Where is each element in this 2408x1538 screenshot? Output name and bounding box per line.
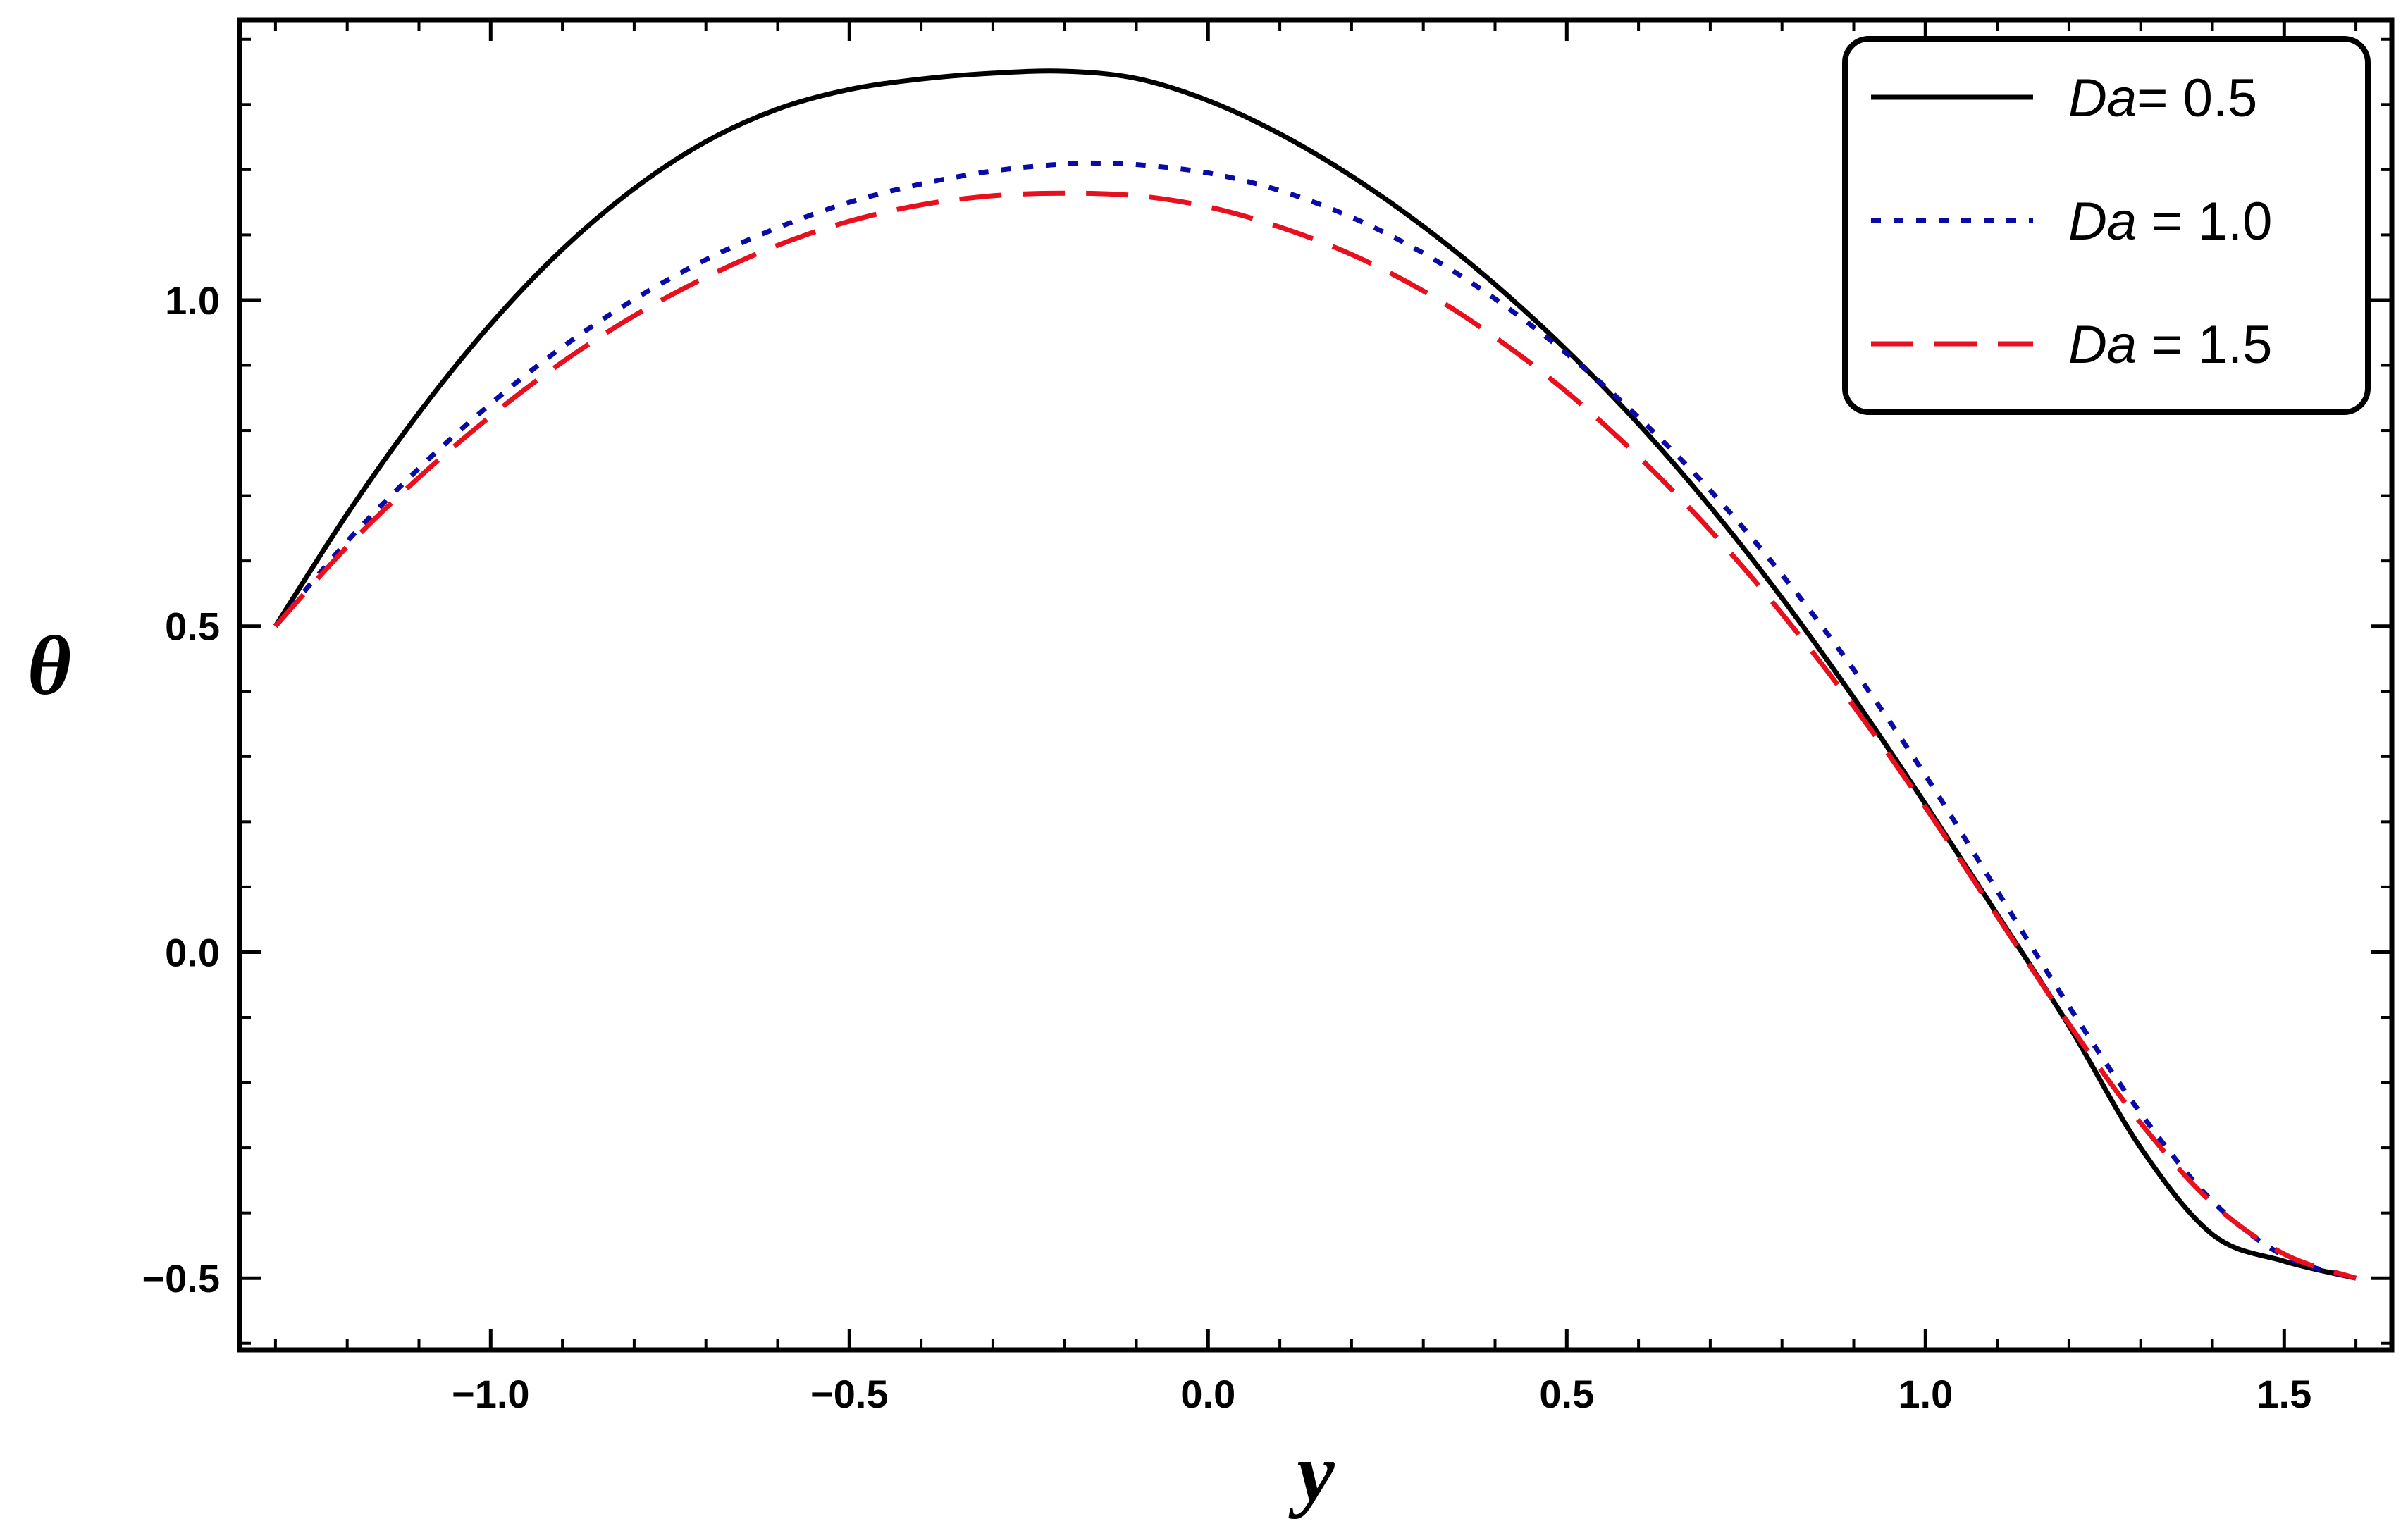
- x-tick-label: 0.5: [1539, 1372, 1594, 1416]
- series-line-1: [273, 160, 2357, 1281]
- series-line-2: [273, 190, 2357, 1281]
- tick-label-layer: −1.0 −0.5 0.0 0.5 1.0 1.5 −0.5 0.0 0.5 1.0: [142, 278, 2311, 1416]
- legend-label-0: Da= 0.5: [2068, 68, 2257, 128]
- y-tick-label: 0.5: [165, 604, 220, 649]
- legend-label-value: = 0.5: [2137, 68, 2257, 128]
- y-axis-title: θ: [27, 619, 71, 712]
- legend-items: Da= 0.5Da = 1.0Da = 1.5: [1871, 68, 2272, 375]
- legend-label-italic: Da: [2068, 192, 2137, 252]
- y-tick-label: 0.0: [165, 930, 220, 974]
- y-tick-label: −0.5: [142, 1256, 220, 1301]
- x-tick-label: 1.5: [2256, 1372, 2311, 1416]
- plot-frame: [237, 17, 2395, 1353]
- legend-label-value: = 1.5: [2137, 315, 2272, 375]
- x-tick-label: −0.5: [810, 1372, 889, 1416]
- y-tick-label: 1.0: [165, 278, 220, 323]
- legend-label-italic: Da: [2068, 315, 2137, 375]
- legend-label-italic: Da: [2068, 68, 2137, 128]
- legend: Da= 0.5Da = 1.0Da = 1.5: [1842, 36, 2371, 415]
- series-layer: [273, 68, 2357, 1281]
- x-tick-label: 1.0: [1898, 1372, 1953, 1416]
- legend-label-2: Da = 1.5: [2068, 315, 2272, 375]
- tick-layer: [240, 20, 2392, 1350]
- legend-box: [1842, 36, 2371, 415]
- legend-label-value: = 1.0: [2137, 192, 2272, 252]
- x-tick-label: −1.0: [452, 1372, 530, 1416]
- legend-label-1: Da = 1.0: [2068, 192, 2272, 252]
- x-tick-label: 0.0: [1180, 1372, 1235, 1416]
